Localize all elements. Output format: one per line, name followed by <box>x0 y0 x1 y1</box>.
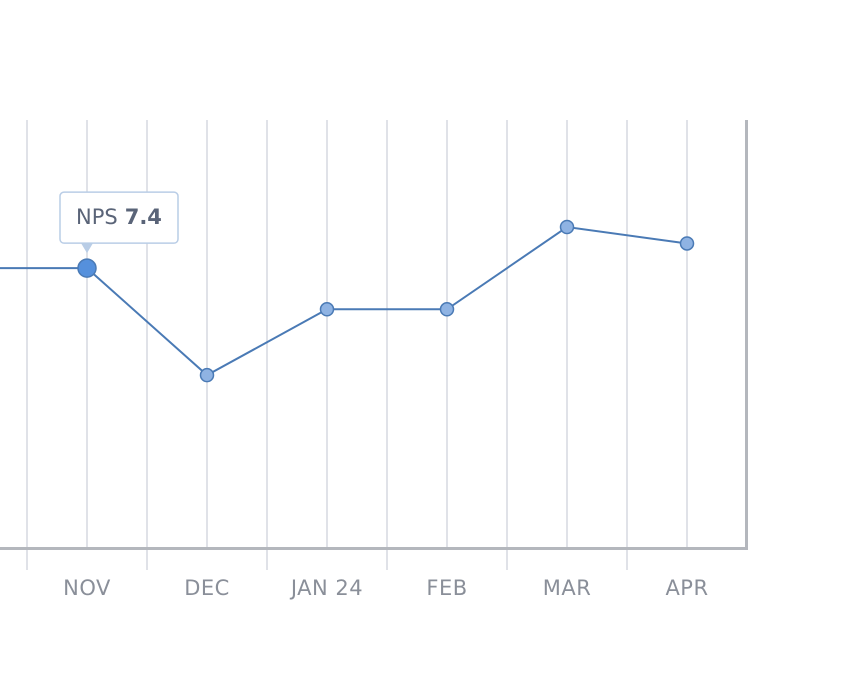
tooltip-label: NPS <box>76 205 118 229</box>
point <box>77 258 97 278</box>
point <box>319 302 335 317</box>
tooltip: NPS 7.4 <box>59 191 179 254</box>
x-tick-label: FEB <box>426 576 467 600</box>
tooltip-pointer <box>81 243 93 254</box>
tooltip-text: NPS 7.4 <box>76 205 162 229</box>
tooltip-value: 7.4 <box>125 205 162 229</box>
x-tick-label: NOV <box>63 576 111 600</box>
point <box>439 302 455 317</box>
point <box>679 236 695 251</box>
x-tick-label: DEC <box>184 576 230 600</box>
grid <box>26 120 688 570</box>
line <box>0 225 688 377</box>
x-tick-label: JAN 24 <box>289 576 363 600</box>
x-tick-label: APR <box>665 576 708 600</box>
point <box>559 219 575 235</box>
tooltip-box <box>59 191 179 244</box>
point <box>199 367 215 383</box>
x-tick-label: MAR <box>543 576 592 600</box>
